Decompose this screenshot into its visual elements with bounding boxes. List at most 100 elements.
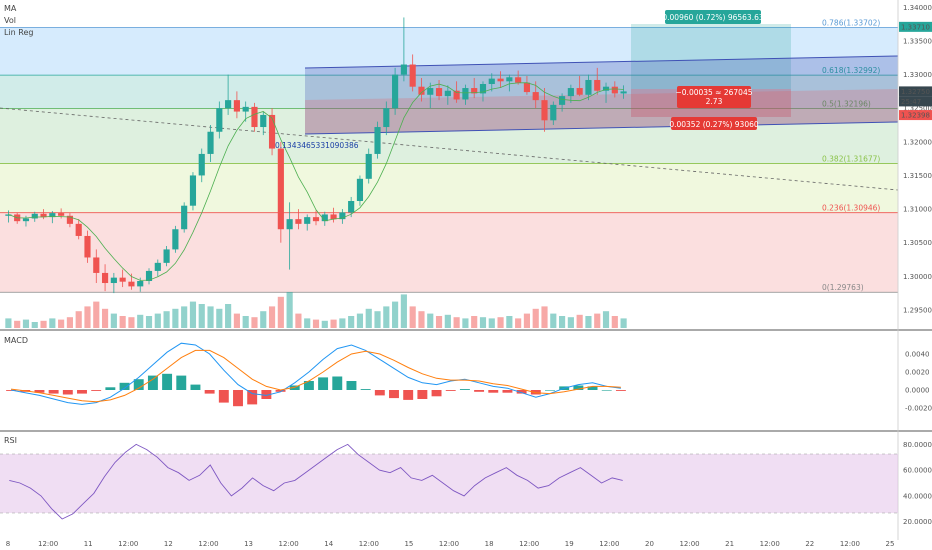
volume-bar <box>66 317 73 328</box>
price-badge-label: 1.32750 <box>901 88 930 96</box>
volume-bar <box>304 318 311 328</box>
volume-bar <box>84 306 91 328</box>
volume-bar <box>594 313 601 328</box>
macd-hist-bar <box>431 390 442 397</box>
candle-body <box>444 90 451 97</box>
macd-hist-bar <box>261 390 272 399</box>
regression-value: 0.1343465331090386 <box>275 141 359 150</box>
target-label-box <box>665 10 761 24</box>
candle-body <box>101 272 109 284</box>
price-badge-label: 1.33710 <box>901 23 930 31</box>
candle-body <box>515 77 522 83</box>
volume-bar <box>295 313 302 328</box>
volume-bar <box>576 314 583 328</box>
price-tick: 1.33000 <box>903 71 932 79</box>
fib-label: 0.236(1.30946) <box>822 204 880 213</box>
candle-body <box>295 219 302 224</box>
indicator-vol[interactable]: Vol <box>4 16 16 25</box>
channel-lower-line <box>304 121 899 135</box>
volume-bar <box>400 294 407 328</box>
volume-bar <box>427 313 434 328</box>
volume-bar <box>550 313 557 328</box>
time-tick: 11 <box>84 540 93 548</box>
time-tick: 12:00 <box>279 540 299 548</box>
volume-bar <box>119 316 126 328</box>
macd-hist-bar <box>218 390 229 403</box>
price-axis[interactable]: 1.34000 1.33500 1.33000 1.32500 1.32000 1.315… <box>899 4 932 315</box>
price-badge <box>899 110 932 121</box>
macd-hist-bar <box>516 390 527 394</box>
fib-label: 0.382(1.31677) <box>822 155 880 164</box>
volume-bar <box>260 311 267 328</box>
volume-bar <box>101 308 109 328</box>
candle-body <box>181 205 188 230</box>
macd-hist-bar <box>587 386 598 390</box>
indicator-ma[interactable]: MA <box>4 4 17 13</box>
volume-bar <box>181 306 188 328</box>
price-badge-label: 25:47 <box>901 98 921 106</box>
candle-body <box>392 74 399 109</box>
volume-bar <box>532 308 539 328</box>
candle-body <box>374 127 381 154</box>
candle-body <box>567 88 574 97</box>
price-tick: 1.34000 <box>903 4 932 12</box>
stop-label: 0.00352 (0.27%) 93060 <box>669 120 759 129</box>
candle-body <box>427 88 434 95</box>
volume-bar <box>462 318 469 328</box>
regression-channel[interactable] <box>305 56 898 134</box>
indicator-linreg[interactable]: Lin Reg <box>4 28 34 37</box>
candle-body <box>216 108 223 132</box>
candle-body <box>40 213 47 218</box>
indicator-rsi[interactable]: RSI <box>4 436 17 445</box>
macd-tick: -0.0020 <box>905 405 932 413</box>
candle-body <box>75 223 82 236</box>
volume-bar <box>207 306 214 328</box>
rsi-band <box>0 454 898 513</box>
volume-bar <box>444 314 451 328</box>
volume-bar <box>189 301 197 328</box>
candle-body <box>585 79 592 95</box>
fib-levels: 0.786(1.33702) 0.618(1.32992) 0.5(1.32196)… <box>0 18 898 293</box>
candle-body <box>145 270 153 282</box>
candle-body <box>66 215 73 224</box>
macd-hist-bar <box>91 390 102 391</box>
price-tick: 1.29500 <box>903 306 932 314</box>
candle-body <box>594 79 601 91</box>
time-tick: 18 <box>485 540 494 548</box>
volume-bar <box>374 311 381 328</box>
time-tick: 22 <box>805 540 814 548</box>
indicator-macd[interactable]: MACD <box>4 336 28 345</box>
macd-hist-bar <box>403 390 414 400</box>
rsi-tick: 40.0000 <box>903 492 932 500</box>
volume-bar <box>93 301 100 328</box>
candle-body <box>119 277 126 282</box>
candle-body <box>532 92 539 101</box>
volume-bar <box>515 318 522 328</box>
volume-bar <box>471 316 478 328</box>
trend-dashed-line <box>0 107 899 191</box>
candle-body <box>453 90 460 100</box>
candle-body <box>383 108 390 128</box>
candle-body <box>225 100 232 109</box>
candle-body <box>479 84 487 94</box>
time-tick: 12:00 <box>679 540 699 548</box>
target-zone[interactable] <box>631 24 791 89</box>
volume-bar <box>365 308 372 328</box>
volume-bar <box>567 317 574 328</box>
measure-line-2: 2.73 <box>706 97 723 106</box>
candle-body <box>506 77 513 82</box>
candle-body <box>365 153 372 179</box>
price-badge-label: 1.32398 <box>901 112 930 120</box>
time-tick: 21 <box>725 540 734 548</box>
macd-hist-bar <box>389 390 399 399</box>
price-badge <box>899 86 932 97</box>
candle-body <box>576 88 583 95</box>
macd-hist-bar <box>176 375 187 390</box>
time-tick: 12:00 <box>760 540 780 548</box>
candle-body <box>93 257 100 273</box>
macd-tick: 0.0020 <box>905 369 930 377</box>
time-axis[interactable]: 8 12:00 11 12:00 12 12:00 13 12:00 14 12:00 15 12:0… <box>6 540 895 548</box>
candle-body <box>611 86 618 94</box>
volume-bar <box>145 316 153 328</box>
